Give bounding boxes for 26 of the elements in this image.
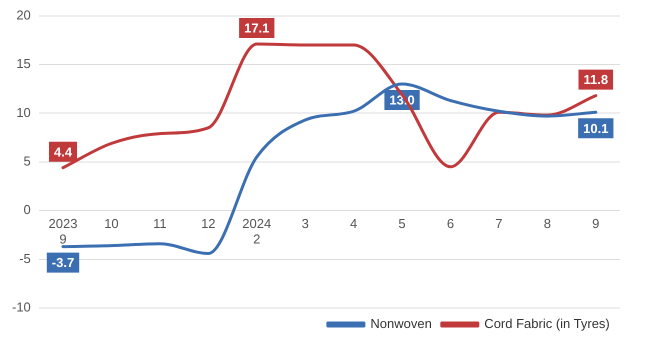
- x-tick-label: 7: [495, 216, 503, 231]
- y-tick-label: 10: [16, 104, 31, 120]
- x-tick-label: 2024 2: [242, 216, 272, 247]
- legend-label: Cord Fabric (in Tyres): [484, 316, 610, 332]
- data-label: 4.4: [54, 144, 73, 160]
- y-tick-label: 5: [24, 153, 31, 168]
- x-tick-label: 9: [592, 216, 600, 231]
- x-tick-label: 11: [153, 216, 167, 231]
- x-tick-label: 10: [104, 216, 119, 231]
- y-tick-label: 15: [16, 56, 31, 72]
- y-tick-label: 20: [16, 7, 31, 22]
- data-label: 17.1: [244, 20, 270, 36]
- x-tick-label: 5: [398, 216, 406, 231]
- data-label: 11.8: [583, 72, 608, 88]
- legend-label: Nonwoven: [370, 316, 432, 332]
- y-tick-label: -5: [19, 250, 31, 266]
- y-tick-label: 0: [24, 202, 31, 218]
- data-label: 10.1: [583, 120, 608, 136]
- x-tick-label: 4: [350, 216, 358, 231]
- x-tick-label: 6: [446, 216, 454, 231]
- x-tick-label: 2023 9: [48, 216, 78, 247]
- y-tick-label: -10: [12, 300, 31, 315]
- x-tick-label: 12: [201, 216, 216, 231]
- x-tick-label: 3: [302, 216, 309, 231]
- data-label: -3.7: [52, 255, 74, 270]
- x-tick-label: 8: [544, 216, 551, 231]
